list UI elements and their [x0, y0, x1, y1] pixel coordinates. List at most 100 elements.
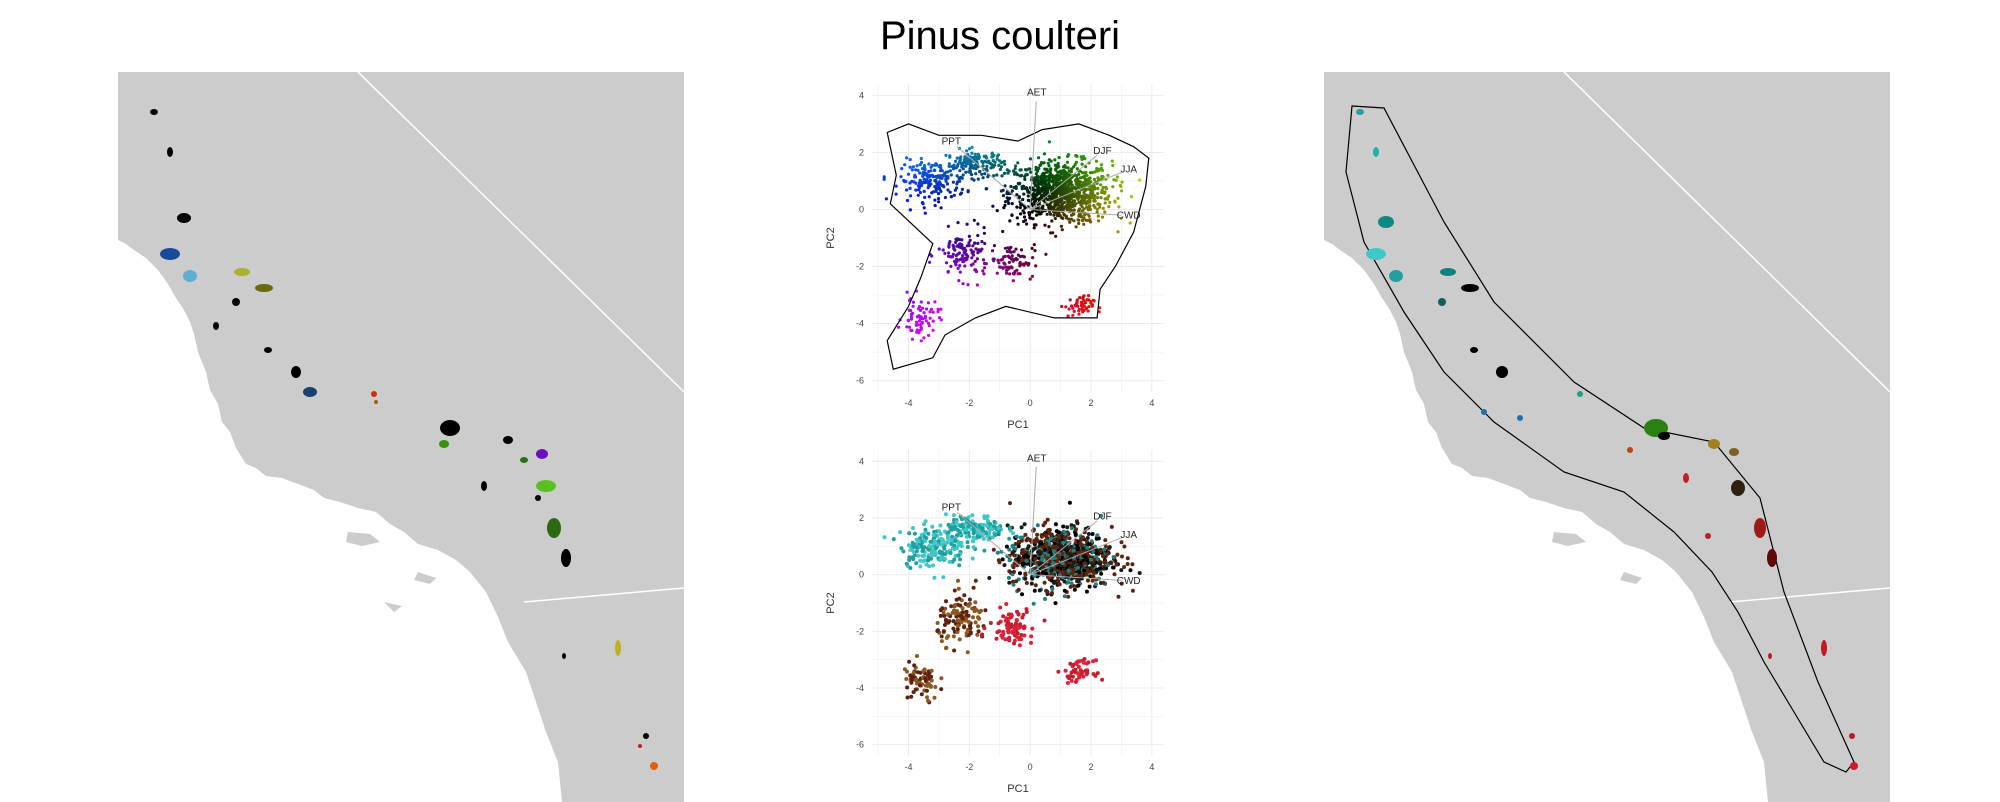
- pca-point: [1075, 521, 1080, 526]
- pca-point: [1035, 532, 1040, 537]
- pca-point: [926, 301, 930, 305]
- pca-point: [1051, 185, 1055, 189]
- x-axis-label: PC1: [1007, 783, 1028, 795]
- pca-point: [1045, 212, 1049, 216]
- pca-point: [1078, 296, 1082, 300]
- pca-point: [953, 611, 958, 616]
- pca-point: [952, 543, 957, 548]
- pca-point: [979, 633, 984, 638]
- pca-point: [1018, 263, 1022, 267]
- pca-point: [971, 244, 975, 248]
- pca-point: [996, 258, 1000, 262]
- pca-point: [995, 550, 1000, 555]
- pca-point: [951, 180, 955, 184]
- pca-point: [1066, 681, 1070, 685]
- pca-point: [938, 174, 942, 178]
- pca-point: [1060, 304, 1064, 309]
- pca-point: [986, 532, 991, 537]
- occurrence-cluster: [1658, 432, 1670, 440]
- pca-point: [1027, 213, 1032, 217]
- pca-point: [966, 190, 970, 194]
- pca-point: [922, 170, 926, 174]
- pca-point: [1105, 551, 1110, 556]
- pca-point: [884, 197, 888, 201]
- pca-point: [941, 184, 945, 188]
- pca-point: [1081, 674, 1086, 679]
- pca-point: [919, 300, 923, 304]
- pca-point: [908, 548, 913, 552]
- pca-point: [1006, 198, 1010, 203]
- pca-point: [1107, 545, 1112, 550]
- pca-point: [1082, 657, 1087, 661]
- pca-point: [1025, 222, 1029, 226]
- pca-point: [1106, 563, 1110, 568]
- pca-point: [1047, 546, 1052, 551]
- pca-point: [1081, 660, 1086, 665]
- occurrence-cluster: [1461, 284, 1479, 292]
- pca-point: [1022, 219, 1026, 224]
- pca-point: [1078, 181, 1082, 185]
- occurrence-cluster: [1517, 415, 1523, 421]
- pca-point: [970, 556, 975, 561]
- geography-colored-map: [1324, 72, 1890, 802]
- pca-point: [1002, 563, 1007, 568]
- pca-point: [952, 557, 957, 562]
- pca-point: [1138, 178, 1142, 182]
- pca-point: [1006, 575, 1011, 580]
- pca-point: [940, 550, 944, 555]
- pca-point: [1016, 557, 1021, 562]
- pca-point: [1008, 219, 1012, 223]
- pca-point: [933, 203, 937, 208]
- pca-point: [976, 241, 980, 245]
- pca-point: [1071, 306, 1075, 310]
- pca-point: [900, 167, 904, 171]
- pca-point: [1102, 547, 1107, 552]
- pca-point: [1001, 194, 1006, 198]
- pca-point: [918, 179, 923, 184]
- pca-point: [971, 615, 975, 620]
- pca-point: [1008, 501, 1012, 506]
- pca-point: [1044, 541, 1049, 546]
- pca-point: [1069, 581, 1074, 586]
- pca-point: [955, 627, 960, 632]
- pca-point: [1066, 314, 1070, 318]
- loading-vector: [956, 511, 1031, 576]
- pca-point: [933, 546, 938, 551]
- pca-point: [1049, 231, 1053, 235]
- pca-point: [1120, 180, 1124, 184]
- pca-point: [908, 566, 913, 570]
- climate-colored-map: [118, 72, 684, 802]
- pca-point: [971, 585, 976, 590]
- pca-point: [912, 180, 916, 184]
- pca-point: [1026, 194, 1030, 198]
- pca-point: [1066, 166, 1070, 170]
- pca-point: [1076, 578, 1081, 583]
- pca-point: [980, 526, 985, 531]
- pca-point: [957, 237, 962, 242]
- pca-point: [905, 325, 909, 329]
- pca-point: [1095, 567, 1099, 572]
- pca-point: [1035, 523, 1040, 528]
- y-tick-label: -2: [856, 262, 864, 272]
- pca-point: [1008, 196, 1012, 200]
- pca-point: [1117, 205, 1121, 209]
- pca-point: [1067, 203, 1071, 207]
- small-island: [1620, 572, 1642, 584]
- pca-point: [988, 522, 993, 527]
- pca-point: [1073, 532, 1078, 537]
- pca-point: [1018, 571, 1022, 576]
- pca-point: [1062, 536, 1067, 541]
- pca-point: [1018, 174, 1022, 178]
- pca-point: [1014, 579, 1019, 584]
- pca-point: [972, 522, 977, 527]
- occurrence-cluster: [439, 440, 449, 448]
- pca-point: [907, 531, 912, 536]
- pca-point: [1067, 173, 1071, 177]
- pca-point: [1058, 538, 1062, 543]
- pca-point: [984, 167, 988, 171]
- country-border: [1729, 587, 1890, 603]
- pca-point: [919, 183, 924, 188]
- pca-point: [1043, 533, 1048, 538]
- pca-point: [909, 694, 914, 699]
- pca-point: [930, 191, 934, 195]
